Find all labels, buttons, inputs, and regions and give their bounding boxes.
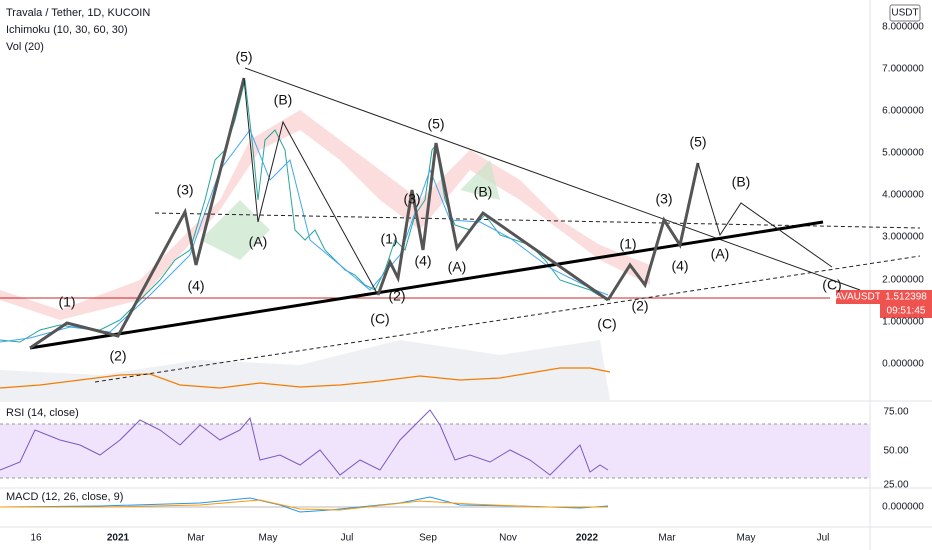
time-tick: May <box>259 533 278 544</box>
wave-label: (3) <box>403 191 420 207</box>
ticker-badge <box>836 290 880 304</box>
price-tick: 6.000000 <box>882 106 924 117</box>
price-badge <box>880 290 932 318</box>
indicator-label: Vol (20) <box>6 41 44 53</box>
wave-label: (A) <box>249 234 268 250</box>
indicator-label: Ichimoku (10, 30, 60, 30) <box>6 24 128 36</box>
rsi-tick: 75.00 <box>883 407 908 418</box>
time-tick: Mar <box>187 533 205 544</box>
time-tick: May <box>737 533 756 544</box>
wave-path <box>376 142 609 302</box>
price-line <box>0 79 609 343</box>
wave-label: (C) <box>370 311 389 327</box>
wave-label: (A) <box>711 246 730 262</box>
wave-label: (2) <box>631 298 648 314</box>
rsi-band <box>0 424 870 478</box>
price-tick: 0.000000 <box>882 359 924 370</box>
macd-title: MACD (12, 26, close, 9) <box>6 491 123 503</box>
ichimoku-cloud <box>200 160 500 260</box>
wave-label: (B) <box>732 174 751 190</box>
price-tick: 5.000000 <box>882 148 924 159</box>
wave-label: (2) <box>109 348 126 364</box>
wave-path <box>606 162 700 301</box>
price-tick: 3.000000 <box>882 232 924 243</box>
rsi-tick: 50.00 <box>883 446 908 457</box>
wave-label: (4) <box>187 278 204 294</box>
time-tick: Jul <box>341 533 354 544</box>
wave-label: (1) <box>380 231 397 247</box>
wave-label: (B) <box>474 184 493 200</box>
price-tick: 2.000000 <box>882 275 924 286</box>
wave-path <box>697 162 833 268</box>
wave-label: (5) <box>427 116 444 132</box>
wave-label: (2) <box>388 288 405 304</box>
time-tick: 16 <box>30 533 42 544</box>
triangle-line <box>244 67 861 291</box>
wave-label: (3) <box>655 191 672 207</box>
time-tick: Mar <box>658 533 676 544</box>
wave-path <box>243 77 379 296</box>
symbol-title: Travala / Tether, 1D, KUCOIN <box>6 7 150 19</box>
wave-label: (4) <box>671 258 688 274</box>
wave-label: (C) <box>597 316 616 332</box>
rsi-title: RSI (14, close) <box>6 407 79 419</box>
price-tick: 1.000000 <box>882 317 924 328</box>
time-tick: Jul <box>817 533 830 544</box>
wave-label: (5) <box>235 49 252 65</box>
rsi-tick: 25.00 <box>883 480 908 491</box>
volume-ma <box>0 367 611 389</box>
time-tick: 2022 <box>576 533 599 544</box>
wave-label: (3) <box>176 182 193 198</box>
price-value: 1.512398 <box>885 292 927 303</box>
trendline <box>29 220 824 350</box>
wave-label: (1) <box>619 236 636 252</box>
rsi-line <box>0 409 609 476</box>
wave-label: (A) <box>448 259 467 275</box>
wave-label: (4) <box>414 253 431 269</box>
conversion-line <box>0 128 609 343</box>
wave-label: (C) <box>822 277 841 293</box>
price-tick: 4.000000 <box>882 190 924 201</box>
price-tick: 8.000000 <box>882 22 924 33</box>
ticker-label: AVAUSDT <box>835 292 881 303</box>
macd-tick: 0.000000 <box>882 502 924 513</box>
time-tick: Sep <box>419 533 437 544</box>
signal-line <box>0 499 608 511</box>
wave-path <box>29 77 246 350</box>
currency-badge[interactable] <box>889 4 921 22</box>
price-tick: 7.000000 <box>882 64 924 75</box>
wave-label: (B) <box>274 92 293 108</box>
time-tick: 2021 <box>107 533 130 544</box>
wave-label: (1) <box>58 294 75 310</box>
dashed-trendline <box>94 255 921 383</box>
time-tick: Nov <box>499 533 517 544</box>
wave-label: (5) <box>689 134 706 150</box>
volume-area <box>0 340 610 400</box>
currency-label: USDT <box>891 8 918 19</box>
countdown: 09:51:45 <box>887 306 926 317</box>
